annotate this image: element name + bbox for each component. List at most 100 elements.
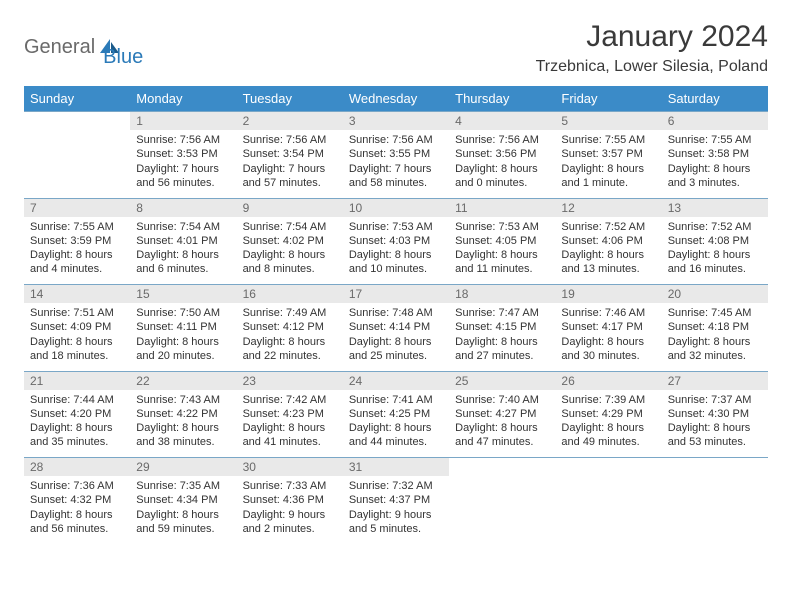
day-details: Sunrise: 7:53 AMSunset: 4:03 PMDaylight:… [343, 217, 449, 285]
details-row: Sunrise: 7:36 AMSunset: 4:32 PMDaylight:… [24, 476, 768, 544]
sunrise-text: Sunrise: 7:53 AM [455, 220, 549, 234]
day-details: Sunrise: 7:48 AMSunset: 4:14 PMDaylight:… [343, 303, 449, 371]
location: Trzebnica, Lower Silesia, Poland [536, 58, 768, 76]
sunset-text: Sunset: 4:03 PM [349, 234, 443, 248]
day-details: Sunrise: 7:39 AMSunset: 4:29 PMDaylight:… [555, 390, 661, 458]
details-row: Sunrise: 7:44 AMSunset: 4:20 PMDaylight:… [24, 390, 768, 458]
day-details [449, 476, 555, 544]
daynum-row: 78910111213 [24, 198, 768, 217]
sunset-text: Sunset: 4:37 PM [349, 493, 443, 507]
weekday-header: Friday [555, 86, 661, 112]
day-details: Sunrise: 7:45 AMSunset: 4:18 PMDaylight:… [662, 303, 768, 371]
day-number [24, 112, 130, 131]
daylight-text: Daylight: 8 hours and 13 minutes. [561, 248, 655, 277]
details-row: Sunrise: 7:56 AMSunset: 3:53 PMDaylight:… [24, 130, 768, 198]
daylight-text: Daylight: 8 hours and 8 minutes. [243, 248, 337, 277]
day-number: 14 [24, 285, 130, 304]
daylight-text: Daylight: 8 hours and 44 minutes. [349, 421, 443, 450]
details-row: Sunrise: 7:51 AMSunset: 4:09 PMDaylight:… [24, 303, 768, 371]
daylight-text: Daylight: 9 hours and 5 minutes. [349, 508, 443, 537]
day-details: Sunrise: 7:33 AMSunset: 4:36 PMDaylight:… [237, 476, 343, 544]
day-details: Sunrise: 7:44 AMSunset: 4:20 PMDaylight:… [24, 390, 130, 458]
day-details: Sunrise: 7:55 AMSunset: 3:58 PMDaylight:… [662, 130, 768, 198]
daylight-text: Daylight: 8 hours and 22 minutes. [243, 335, 337, 364]
sunset-text: Sunset: 3:57 PM [561, 147, 655, 161]
day-details: Sunrise: 7:52 AMSunset: 4:06 PMDaylight:… [555, 217, 661, 285]
logo-text-blue: Blue [103, 46, 143, 69]
day-number [662, 458, 768, 477]
daylight-text: Daylight: 7 hours and 57 minutes. [243, 162, 337, 191]
sunrise-text: Sunrise: 7:41 AM [349, 393, 443, 407]
daylight-text: Daylight: 8 hours and 38 minutes. [136, 421, 230, 450]
sunset-text: Sunset: 4:29 PM [561, 407, 655, 421]
sunrise-text: Sunrise: 7:52 AM [561, 220, 655, 234]
day-details: Sunrise: 7:32 AMSunset: 4:37 PMDaylight:… [343, 476, 449, 544]
sunrise-text: Sunrise: 7:33 AM [243, 479, 337, 493]
day-details [555, 476, 661, 544]
day-number [555, 458, 661, 477]
sunrise-text: Sunrise: 7:49 AM [243, 306, 337, 320]
day-number: 5 [555, 112, 661, 131]
weekday-header: Saturday [662, 86, 768, 112]
daylight-text: Daylight: 9 hours and 2 minutes. [243, 508, 337, 537]
daynum-row: 123456 [24, 112, 768, 131]
sunrise-text: Sunrise: 7:40 AM [455, 393, 549, 407]
sunset-text: Sunset: 4:23 PM [243, 407, 337, 421]
sunset-text: Sunset: 4:09 PM [30, 320, 124, 334]
day-details: Sunrise: 7:41 AMSunset: 4:25 PMDaylight:… [343, 390, 449, 458]
day-details: Sunrise: 7:47 AMSunset: 4:15 PMDaylight:… [449, 303, 555, 371]
sunrise-text: Sunrise: 7:51 AM [30, 306, 124, 320]
day-number: 4 [449, 112, 555, 131]
sunrise-text: Sunrise: 7:54 AM [136, 220, 230, 234]
sunrise-text: Sunrise: 7:44 AM [30, 393, 124, 407]
daylight-text: Daylight: 8 hours and 27 minutes. [455, 335, 549, 364]
day-number: 11 [449, 198, 555, 217]
sunset-text: Sunset: 4:11 PM [136, 320, 230, 334]
sunset-text: Sunset: 4:05 PM [455, 234, 549, 248]
day-details: Sunrise: 7:54 AMSunset: 4:02 PMDaylight:… [237, 217, 343, 285]
day-details: Sunrise: 7:46 AMSunset: 4:17 PMDaylight:… [555, 303, 661, 371]
sunrise-text: Sunrise: 7:39 AM [561, 393, 655, 407]
daylight-text: Daylight: 8 hours and 4 minutes. [30, 248, 124, 277]
sunrise-text: Sunrise: 7:55 AM [561, 133, 655, 147]
day-details: Sunrise: 7:52 AMSunset: 4:08 PMDaylight:… [662, 217, 768, 285]
day-details: Sunrise: 7:56 AMSunset: 3:53 PMDaylight:… [130, 130, 236, 198]
day-details: Sunrise: 7:55 AMSunset: 3:59 PMDaylight:… [24, 217, 130, 285]
day-number: 1 [130, 112, 236, 131]
logo-text-general: General [24, 36, 95, 59]
sunset-text: Sunset: 4:01 PM [136, 234, 230, 248]
daylight-text: Daylight: 8 hours and 32 minutes. [668, 335, 762, 364]
daylight-text: Daylight: 8 hours and 1 minute. [561, 162, 655, 191]
day-number: 22 [130, 371, 236, 390]
daylight-text: Daylight: 8 hours and 41 minutes. [243, 421, 337, 450]
sunrise-text: Sunrise: 7:53 AM [349, 220, 443, 234]
sunset-text: Sunset: 4:32 PM [30, 493, 124, 507]
weekday-header: Thursday [449, 86, 555, 112]
day-number: 6 [662, 112, 768, 131]
sunset-text: Sunset: 4:34 PM [136, 493, 230, 507]
daynum-row: 28293031 [24, 458, 768, 477]
sunrise-text: Sunrise: 7:46 AM [561, 306, 655, 320]
sunrise-text: Sunrise: 7:37 AM [668, 393, 762, 407]
weekday-header: Sunday [24, 86, 130, 112]
sunset-text: Sunset: 4:06 PM [561, 234, 655, 248]
sunset-text: Sunset: 3:59 PM [30, 234, 124, 248]
daylight-text: Daylight: 8 hours and 49 minutes. [561, 421, 655, 450]
day-details: Sunrise: 7:37 AMSunset: 4:30 PMDaylight:… [662, 390, 768, 458]
day-details: Sunrise: 7:50 AMSunset: 4:11 PMDaylight:… [130, 303, 236, 371]
day-details: Sunrise: 7:51 AMSunset: 4:09 PMDaylight:… [24, 303, 130, 371]
sunrise-text: Sunrise: 7:43 AM [136, 393, 230, 407]
day-number [449, 458, 555, 477]
sunrise-text: Sunrise: 7:54 AM [243, 220, 337, 234]
sunset-text: Sunset: 4:25 PM [349, 407, 443, 421]
sunset-text: Sunset: 4:22 PM [136, 407, 230, 421]
sunrise-text: Sunrise: 7:56 AM [455, 133, 549, 147]
day-number: 16 [237, 285, 343, 304]
day-number: 10 [343, 198, 449, 217]
daylight-text: Daylight: 8 hours and 18 minutes. [30, 335, 124, 364]
day-details: Sunrise: 7:40 AMSunset: 4:27 PMDaylight:… [449, 390, 555, 458]
day-number: 19 [555, 285, 661, 304]
daylight-text: Daylight: 8 hours and 6 minutes. [136, 248, 230, 277]
day-number: 8 [130, 198, 236, 217]
logo: General Blue [24, 20, 143, 69]
